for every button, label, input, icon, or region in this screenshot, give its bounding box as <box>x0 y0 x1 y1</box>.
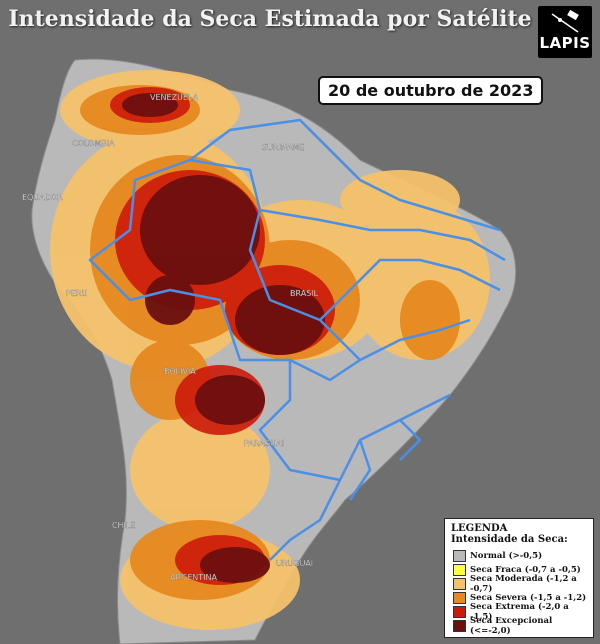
legend-swatch <box>453 592 466 604</box>
label-venezuela: VENEZUELA <box>150 93 199 102</box>
legend: LEGENDA Intensidade da Seca: Normal (>-0… <box>444 518 594 638</box>
legend-label: Seca Excepcional (<=-2,0) <box>470 616 553 636</box>
lapis-logo: LAPIS <box>538 6 592 58</box>
legend-item-weak: Seca Fraca (-0,7 a -0,5) <box>453 563 593 577</box>
legend-label: Seca Severa (-1,5 a -1,2) <box>470 593 587 603</box>
legend-label: Normal (>-0,5) <box>470 551 543 561</box>
label-bolivia: BOLIVIA <box>164 367 196 376</box>
map-title: Intensidade da Seca Estimada por Satélit… <box>8 6 532 32</box>
label-peru: PERU <box>66 289 87 298</box>
legend-swatch <box>453 606 466 618</box>
label-uruguai: URUGUAI <box>276 559 313 568</box>
label-argentina: ARGENTINA <box>170 573 218 582</box>
label-equador: EQUADOR <box>22 193 63 202</box>
satellite-icon <box>551 9 579 33</box>
legend-swatch <box>453 564 466 576</box>
legend-label: Seca Extrema (-2,0 a -1,5) <box>470 602 569 622</box>
legend-item-extreme: Seca Extrema (-2,0 a -1,5) <box>453 602 593 622</box>
label-chile: CHILE <box>112 521 135 530</box>
legend-title: LEGENDA <box>451 523 508 534</box>
legend-item-exceptional: Seca Excepcional (<=-2,0) <box>453 616 593 636</box>
drought-exceptional-areas <box>122 93 325 583</box>
legend-subtitle: Intensidade da Seca: <box>451 534 568 545</box>
legend-swatch <box>453 578 466 590</box>
legend-item-severe: Seca Severa (-1,5 a -1,2) <box>453 591 593 605</box>
label-suriname: SURINAME <box>262 143 304 152</box>
logo-text: LAPIS <box>539 34 591 52</box>
legend-label: Seca Moderada (-1,2 a -0,7) <box>470 574 577 594</box>
brazil-state-borders <box>88 118 506 561</box>
date-label: 20 de outubro de 2023 <box>318 76 544 105</box>
label-colombia: COLOMBIA <box>72 139 115 148</box>
legend-swatch <box>453 550 466 562</box>
label-paraguai: PARAGUAI <box>244 439 284 448</box>
legend-item-normal: Normal (>-0,5) <box>453 549 593 563</box>
legend-item-moderate: Seca Moderada (-1,2 a -0,7) <box>453 574 593 594</box>
legend-label: Seca Fraca (-0,7 a -0,5) <box>470 565 581 575</box>
legend-swatch <box>453 620 466 632</box>
label-brasil: BRASIL <box>290 289 319 298</box>
